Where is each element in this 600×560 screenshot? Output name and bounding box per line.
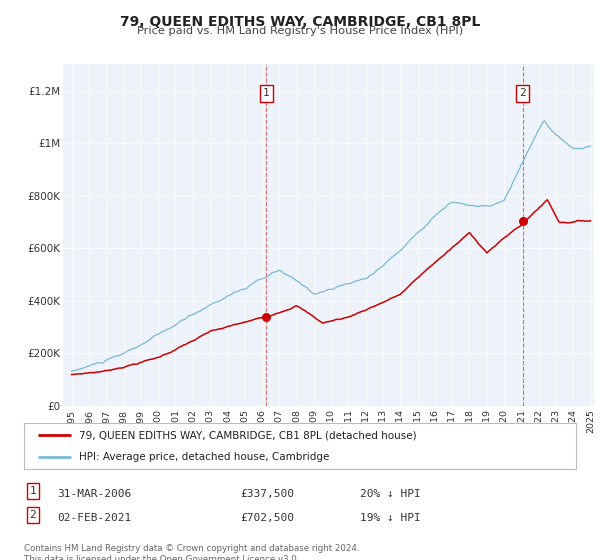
Text: 79, QUEEN EDITHS WAY, CAMBRIDGE, CB1 8PL: 79, QUEEN EDITHS WAY, CAMBRIDGE, CB1 8PL [120,15,480,29]
Text: Price paid vs. HM Land Registry's House Price Index (HPI): Price paid vs. HM Land Registry's House … [137,26,463,36]
Text: 20% ↓ HPI: 20% ↓ HPI [360,489,421,499]
Text: HPI: Average price, detached house, Cambridge: HPI: Average price, detached house, Camb… [79,452,329,462]
Text: £337,500: £337,500 [240,489,294,499]
Text: 2: 2 [29,510,37,520]
Text: 1: 1 [263,88,269,99]
Text: 02-FEB-2021: 02-FEB-2021 [57,513,131,523]
Text: 79, QUEEN EDITHS WAY, CAMBRIDGE, CB1 8PL (detached house): 79, QUEEN EDITHS WAY, CAMBRIDGE, CB1 8PL… [79,430,417,440]
Text: £702,500: £702,500 [240,513,294,523]
Text: Contains HM Land Registry data © Crown copyright and database right 2024.
This d: Contains HM Land Registry data © Crown c… [24,544,359,560]
Text: 19% ↓ HPI: 19% ↓ HPI [360,513,421,523]
Text: 31-MAR-2006: 31-MAR-2006 [57,489,131,499]
Text: 1: 1 [29,486,37,496]
Text: 2: 2 [520,88,526,99]
